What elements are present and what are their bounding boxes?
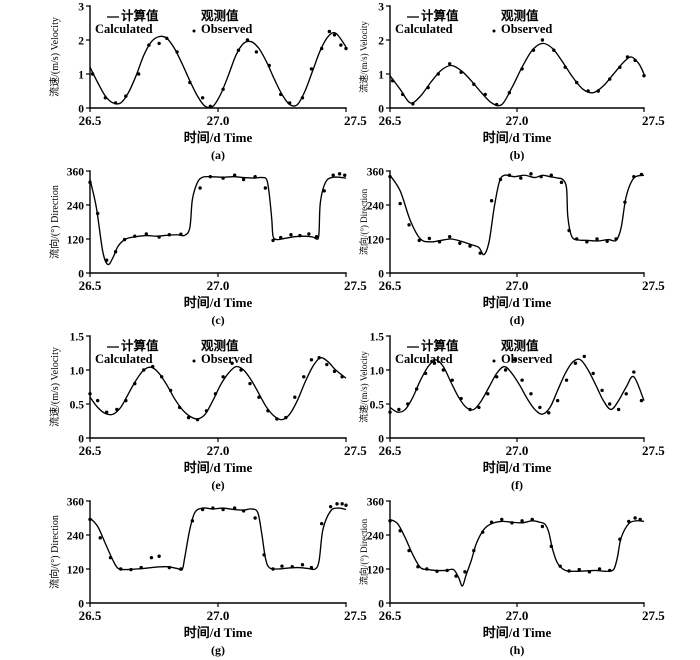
- svg-text:26.5: 26.5: [79, 278, 102, 293]
- svg-text:26.5: 26.5: [379, 443, 402, 458]
- svg-text:时间/d Time: 时间/d Time: [483, 625, 552, 640]
- svg-text:时间/d Time: 时间/d Time: [483, 130, 552, 145]
- svg-text:27.5: 27.5: [642, 278, 665, 293]
- svg-text:流向/(°) Direction: 流向/(°) Direction: [48, 515, 61, 589]
- svg-text:360: 360: [67, 496, 85, 508]
- svg-text:360: 360: [367, 496, 385, 508]
- svg-text:流速/(m/s) Velocity: 流速/(m/s) Velocity: [48, 17, 61, 97]
- svg-text:Calculated: Calculated: [95, 352, 153, 366]
- svg-text:27.5: 27.5: [344, 443, 367, 458]
- svg-text:流向/(°) Direction: 流向/(°) Direction: [358, 188, 369, 255]
- svg-text:0.5: 0.5: [70, 399, 85, 411]
- svg-text:(b): (b): [510, 148, 525, 162]
- svg-text:3: 3: [378, 1, 384, 13]
- svg-text:26.5: 26.5: [379, 608, 402, 623]
- svg-text:计算值: 计算值: [121, 8, 159, 23]
- svg-text:120: 120: [367, 564, 385, 576]
- svg-text:1.5: 1.5: [70, 331, 85, 343]
- svg-text:(f): (f): [511, 478, 523, 492]
- svg-text:240: 240: [367, 200, 385, 212]
- svg-text:27.0: 27.0: [506, 113, 529, 128]
- svg-text:26.5: 26.5: [379, 113, 402, 128]
- svg-text:时间/d Time: 时间/d Time: [184, 460, 253, 475]
- svg-text:120: 120: [367, 234, 385, 246]
- svg-text:27.5: 27.5: [642, 113, 665, 128]
- svg-text:3: 3: [78, 1, 84, 13]
- svg-text:27.0: 27.0: [506, 608, 529, 623]
- svg-text:计算值: 计算值: [421, 338, 459, 353]
- svg-text:(c): (c): [211, 313, 224, 327]
- svg-text:1: 1: [378, 69, 384, 81]
- svg-text:计算值: 计算值: [121, 338, 159, 353]
- svg-text:时间/d Time: 时间/d Time: [184, 625, 253, 640]
- svg-text:流向/(°) Direction: 流向/(°) Direction: [358, 518, 369, 585]
- svg-text:Calculated: Calculated: [395, 352, 453, 366]
- svg-text:0.5: 0.5: [370, 399, 385, 411]
- svg-text:27.0: 27.0: [207, 278, 230, 293]
- svg-text:时间/d Time: 时间/d Time: [184, 295, 253, 310]
- svg-text:26.5: 26.5: [379, 278, 402, 293]
- svg-text:27.0: 27.0: [207, 113, 230, 128]
- svg-text:(h): (h): [510, 643, 525, 657]
- svg-text:27.5: 27.5: [344, 113, 367, 128]
- svg-text:1.0: 1.0: [70, 365, 85, 377]
- svg-text:27.5: 27.5: [344, 608, 367, 623]
- svg-text:360: 360: [367, 166, 385, 178]
- svg-text:27.0: 27.0: [506, 443, 529, 458]
- svg-text:27.0: 27.0: [207, 443, 230, 458]
- svg-text:27.5: 27.5: [642, 608, 665, 623]
- svg-text:27.5: 27.5: [344, 278, 367, 293]
- svg-text:Observed: Observed: [201, 22, 252, 36]
- svg-text:1.0: 1.0: [370, 365, 385, 377]
- svg-text:时间/d Time: 时间/d Time: [184, 130, 253, 145]
- svg-text:(g): (g): [211, 643, 225, 657]
- svg-text:27.0: 27.0: [506, 278, 529, 293]
- svg-text:2: 2: [78, 35, 84, 47]
- svg-text:26.5: 26.5: [79, 608, 102, 623]
- svg-text:Observed: Observed: [501, 352, 552, 366]
- svg-text:流速/(m/s) Velocity: 流速/(m/s) Velocity: [358, 351, 369, 423]
- svg-text:流速/(m/s) Velocity: 流速/(m/s) Velocity: [48, 347, 61, 427]
- svg-text:Observed: Observed: [501, 22, 552, 36]
- svg-text:27.5: 27.5: [642, 443, 665, 458]
- svg-text:360: 360: [67, 166, 85, 178]
- svg-text:观测值: 观测值: [201, 338, 239, 353]
- svg-text:2: 2: [378, 35, 384, 47]
- svg-text:Observed: Observed: [201, 352, 252, 366]
- svg-text:Calculated: Calculated: [95, 22, 153, 36]
- svg-text:26.5: 26.5: [79, 443, 102, 458]
- svg-text:240: 240: [367, 530, 385, 542]
- svg-text:(d): (d): [510, 313, 525, 327]
- svg-text:流向/(°) Direction: 流向/(°) Direction: [48, 185, 61, 259]
- svg-text:240: 240: [67, 200, 85, 212]
- svg-text:Calculated: Calculated: [395, 22, 453, 36]
- svg-text:120: 120: [67, 234, 85, 246]
- svg-text:1: 1: [78, 69, 84, 81]
- svg-text:时间/d Time: 时间/d Time: [483, 295, 552, 310]
- svg-text:(e): (e): [211, 478, 224, 492]
- svg-text:27.0: 27.0: [207, 608, 230, 623]
- svg-text:26.5: 26.5: [79, 113, 102, 128]
- svg-text:观测值: 观测值: [201, 8, 239, 23]
- svg-text:计算值: 计算值: [421, 8, 459, 23]
- svg-text:流速/(m/s) Velocity: 流速/(m/s) Velocity: [358, 21, 369, 93]
- svg-text:1.5: 1.5: [370, 331, 385, 343]
- svg-text:观测值: 观测值: [501, 8, 539, 23]
- svg-text:观测值: 观测值: [501, 338, 539, 353]
- svg-text:120: 120: [67, 564, 85, 576]
- svg-text:(a): (a): [211, 148, 225, 162]
- svg-text:时间/d Time: 时间/d Time: [483, 460, 552, 475]
- svg-text:240: 240: [67, 530, 85, 542]
